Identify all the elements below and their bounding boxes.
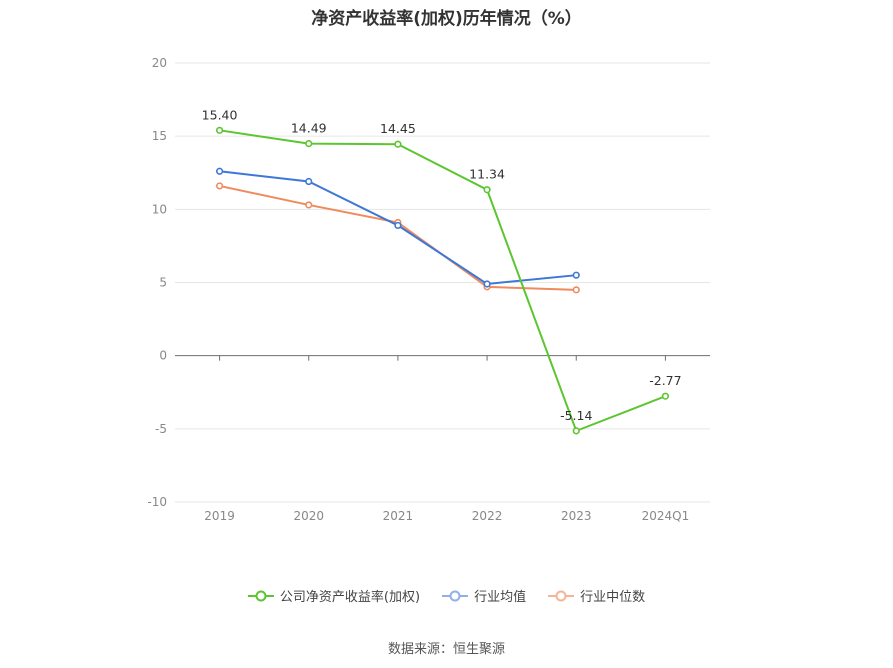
data-point [215, 167, 224, 175]
y-tick-label: 0 [159, 349, 167, 363]
legend-item-industry-median[interactable]: 行业中位数 [548, 586, 645, 605]
x-tick-label: 2021 [383, 509, 414, 523]
y-tick-label: 5 [159, 276, 167, 290]
legend: 公司净资产收益率(加权) 行业均值 行业中位数 [0, 586, 893, 605]
legend-label: 公司净资产收益率(加权) [279, 590, 421, 605]
legend-marker-icon [442, 590, 469, 601]
data-point [305, 201, 313, 209]
y-tick-label: 20 [152, 56, 167, 70]
x-tick-label: 2023 [561, 509, 592, 523]
data-point [572, 271, 580, 279]
data-label: 11.34 [469, 167, 505, 182]
data-point [483, 186, 491, 194]
legend-item-company-roe[interactable]: 公司净资产收益率(加权) [247, 586, 421, 605]
data-point [215, 182, 224, 190]
data-point [305, 177, 313, 186]
series-line [219, 184, 577, 291]
y-tick-label: 10 [152, 202, 167, 216]
data-point [661, 392, 670, 400]
y-tick-label: -5 [155, 422, 167, 436]
legend-label: 行业中位数 [580, 590, 646, 605]
y-tick-label: -10 [147, 495, 167, 509]
data-point [572, 286, 580, 294]
data-point [394, 221, 402, 230]
data-source: 数据来源：恒生聚源 [387, 642, 505, 657]
data-label: 14.45 [380, 121, 416, 136]
legend-label: 行业均值 [474, 590, 527, 605]
data-point [215, 126, 224, 134]
data-point [305, 140, 313, 148]
x-tick-label: 2022 [472, 509, 503, 523]
data-label: 14.49 [291, 121, 327, 136]
y-tick-label: 15 [152, 129, 167, 143]
legend-item-industry-mean[interactable]: 行业均值 [442, 586, 526, 605]
x-tick-label: 2019 [204, 509, 235, 523]
chart-title: 净资产收益率(加权)历年情况（%） [311, 9, 582, 29]
data-label: -5.14 [560, 408, 592, 423]
legend-marker-icon [548, 590, 575, 601]
data-label: 15.40 [202, 107, 238, 122]
series-line [219, 129, 666, 433]
data-point [394, 140, 402, 148]
x-tick-label: 2024Q1 [642, 509, 690, 523]
data-point [572, 427, 580, 435]
x-tick-label: 2020 [293, 509, 324, 523]
legend-marker-icon [247, 590, 274, 601]
data-point [483, 280, 491, 288]
data-label: -2.77 [649, 373, 681, 388]
